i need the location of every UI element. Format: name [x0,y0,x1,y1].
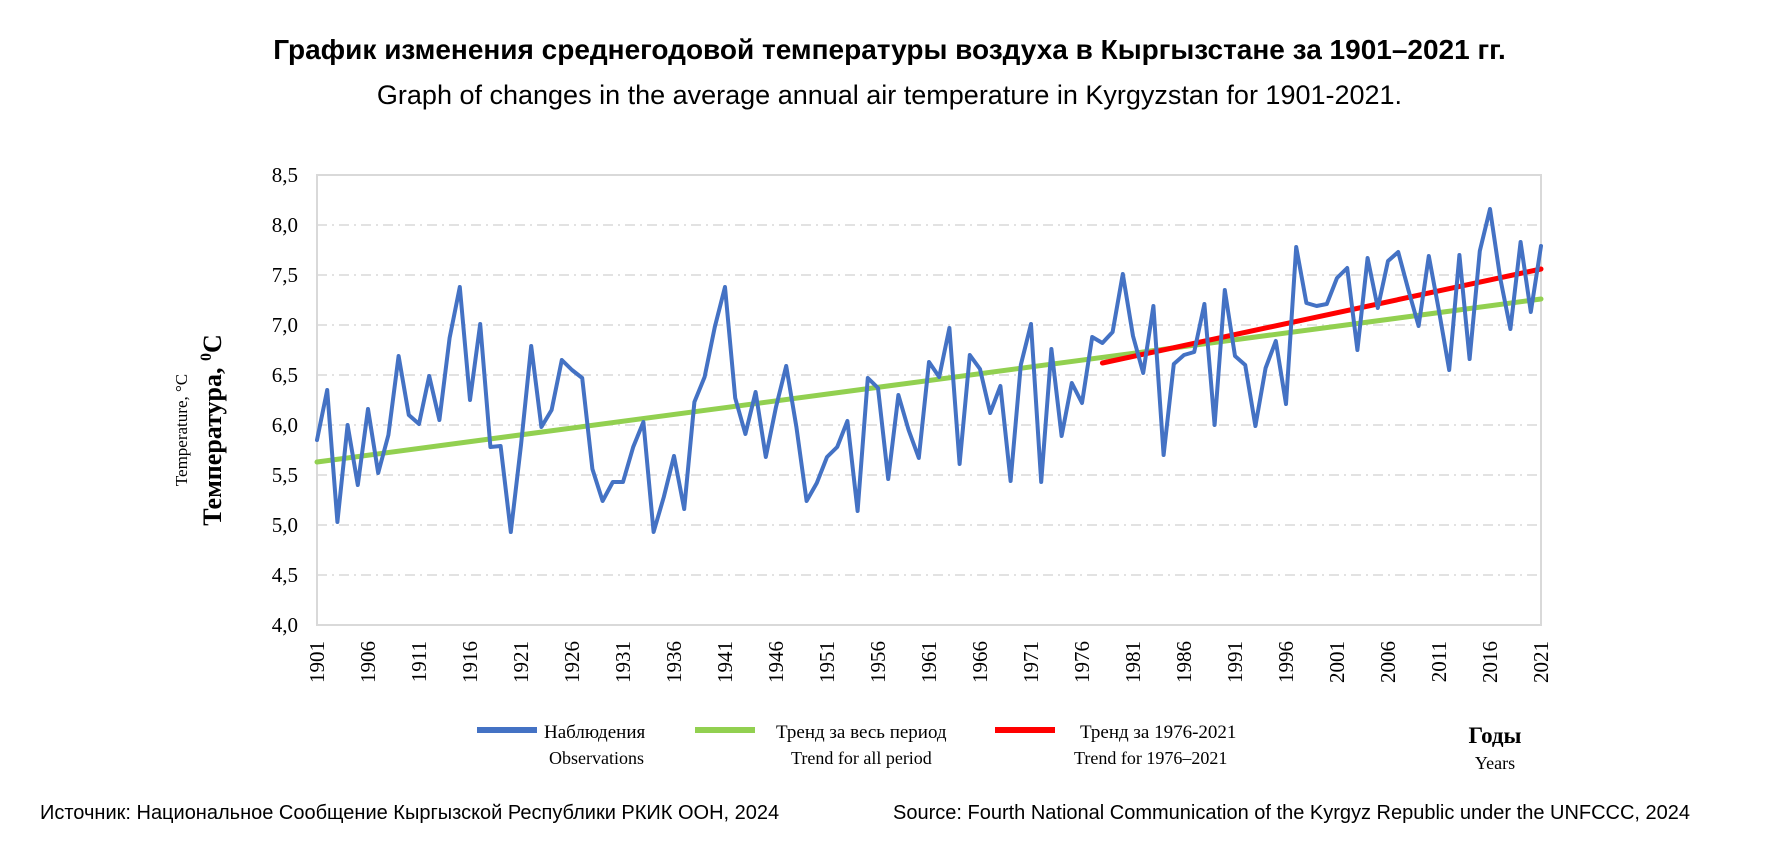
x-tick-label: 1996 [1274,641,1298,683]
x-tick-label: 1971 [1019,641,1043,683]
x-tick-label: 1941 [713,641,737,683]
x-tick-label: 1936 [662,641,686,683]
y-tick-label: 7,0 [272,313,298,337]
legend-sublabel-trend-all: Trend for all period [791,748,932,768]
legend-swatch-trend-recent [995,727,1055,733]
legend-sublabel-observations: Observations [549,748,644,768]
x-tick-label: 2001 [1325,641,1349,683]
y-tick-label: 7,5 [272,263,298,287]
y-tick-label: 4,0 [272,613,298,637]
x-tick-label: 2011 [1427,641,1451,682]
legend-label-observations: Наблюдения [544,722,646,743]
y-tick-label: 8,5 [272,163,298,187]
x-tick-label: 1911 [407,641,431,682]
y-tick-label: 5,0 [272,513,298,537]
legend-swatch-observations [477,727,537,733]
source-note-ru: Источник: Национальное Сообщение Кыргызс… [40,802,780,824]
legend-label-trend-all: Тренд за весь период [776,722,947,743]
legend-swatch-trend-all [695,727,755,733]
y-tick-label: 5,5 [272,463,298,487]
x-tick-label: 1966 [968,641,992,683]
plot-frame [316,174,1542,626]
x-tick-label: 1901 [305,641,329,683]
x-tick-label: 1981 [1121,641,1145,683]
x-tick-label: 1926 [560,641,584,683]
x-tick-label: 2006 [1376,641,1400,683]
x-tick-label: 1921 [509,641,533,683]
x-tick-label: 1951 [815,641,839,683]
legend-label-trend-recent: Тренд за 1976-2021 [1080,722,1237,743]
x-axis-title: Годы Years [1450,722,1540,776]
x-tick-label: 2016 [1478,641,1502,683]
chart-title: График изменения среднегодовой температу… [273,34,1506,65]
source-note-en: Source: Fourth National Communication of… [893,802,1691,824]
chart-subtitle: Graph of changes in the average annual a… [376,80,1403,110]
y-tick-label: 6,0 [272,413,298,437]
x-axis-title-en: Years [1474,753,1516,773]
x-tick-label: 1991 [1223,641,1247,683]
x-tick-label: 1976 [1070,641,1094,683]
trend-line-1976-2021 [1099,266,1544,366]
x-tick-label: 2021 [1529,641,1553,683]
x-axis-title-ru: Годы [1468,723,1522,748]
x-tick-label: 1956 [866,641,890,683]
legend-sublabel-trend-recent: Trend for 1976–2021 [1074,748,1228,768]
observations-line [315,207,1543,534]
x-tick-label: 1946 [764,641,788,683]
temperature-chart: 4,0 4,5 5,0 5,5 6,0 6,5 7,0 7,5 8,0 8,5 1901 1906 19… [272,163,1553,683]
y-tick-label: 6,5 [272,363,298,387]
x-tick-label: 1961 [917,641,941,683]
x-tick-label: 1986 [1172,641,1196,683]
y-tick-label: 8,0 [272,213,298,237]
x-tick-label: 1931 [611,641,635,683]
x-tick-label: 1906 [356,641,380,683]
y-tick-label: 4,5 [272,563,298,587]
x-tick-label: 1916 [458,641,482,683]
